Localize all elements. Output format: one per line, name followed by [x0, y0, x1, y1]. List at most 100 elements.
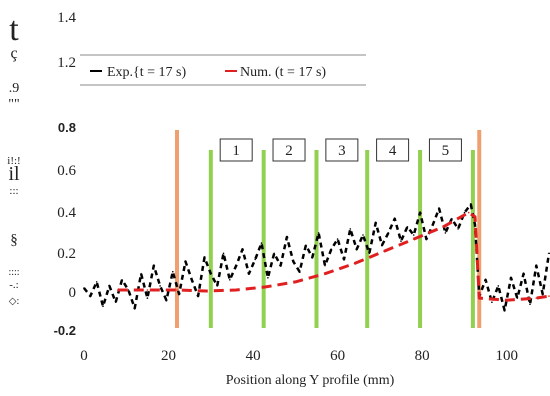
zone-label: 1	[232, 143, 240, 159]
exp-point	[400, 240, 402, 242]
y-label-fragment: i!:!	[7, 155, 20, 167]
exp-point	[432, 224, 434, 226]
zone-labels: 1 2 3 4 5	[219, 138, 462, 162]
num-point	[205, 290, 208, 292]
exp-point	[522, 272, 525, 275]
exp-point	[368, 252, 371, 255]
exp-point	[324, 264, 326, 267]
x-tick-label: 80	[415, 348, 430, 364]
exp-point	[412, 234, 415, 236]
exp-point	[393, 217, 396, 220]
num-point	[383, 250, 385, 253]
exp-point	[419, 211, 421, 214]
exp-point	[317, 232, 320, 234]
y-label-fragment: ◇:	[9, 296, 19, 307]
num-point	[176, 289, 178, 291]
exp-point	[491, 301, 493, 304]
y-tick-label: 0.4	[57, 205, 76, 221]
zone-label: 5	[442, 143, 450, 159]
exp-point	[330, 248, 333, 251]
exp-point	[305, 244, 307, 246]
zone-box	[325, 138, 359, 162]
exp-point	[484, 279, 487, 281]
exp-point	[184, 260, 187, 263]
zone-box	[376, 138, 410, 162]
legend-label-num: Num. (t = 17 s)	[240, 65, 326, 80]
legend-label-exp: Exp.{t = 17 s)	[107, 65, 187, 80]
num-point	[548, 295, 550, 297]
exp-point	[121, 279, 123, 281]
zone-box	[272, 138, 306, 162]
exp-point	[248, 272, 250, 275]
exp-point	[159, 285, 161, 287]
zone-box	[428, 138, 462, 162]
y-tick-label: 0	[69, 285, 77, 301]
num-point	[294, 281, 297, 283]
exp-point	[178, 293, 180, 295]
exp-point	[153, 264, 155, 267]
num-point	[442, 226, 445, 228]
exp-point	[541, 293, 544, 295]
exp-point	[470, 203, 472, 206]
exp-point	[229, 279, 231, 281]
exp-point	[425, 238, 428, 240]
x-tick-label: 60	[330, 348, 345, 364]
exp-point	[222, 252, 225, 255]
y-axis-ticks: 1.4 1.2 0.8 0.6 0.4 0.2 0 -0.2	[54, 10, 77, 338]
y-label-fragment: t	[9, 11, 19, 48]
exp-point	[298, 270, 301, 273]
zone-box	[219, 138, 253, 162]
exp-point	[108, 285, 111, 287]
exp-point	[216, 285, 218, 287]
exp-point	[548, 252, 550, 255]
exp-point	[510, 277, 512, 279]
y-tick-label: 1.2	[57, 55, 76, 71]
series-num-line	[117, 211, 550, 302]
exp-point	[172, 270, 174, 273]
x-axis-ticks: 0 20 40 60 80 100	[80, 348, 518, 364]
exp-point	[406, 226, 409, 228]
exp-point	[362, 234, 364, 236]
zone-label: 3	[338, 143, 346, 159]
exp-point	[260, 242, 263, 244]
exp-point	[235, 264, 237, 267]
exp-point	[254, 258, 256, 261]
y-label-fragment: il	[8, 163, 20, 185]
exp-point	[267, 277, 269, 279]
y-label-fragment: ::::	[8, 267, 19, 278]
exp-point	[197, 295, 199, 297]
exp-point	[203, 256, 206, 259]
exp-point	[89, 295, 92, 297]
exp-point	[349, 228, 352, 230]
exp-point	[474, 224, 476, 226]
exp-point	[102, 305, 104, 308]
y-tick-label: 0.6	[57, 163, 76, 179]
exp-point	[438, 207, 440, 210]
num-point	[353, 262, 356, 265]
exp-point	[444, 232, 447, 234]
exp-point	[343, 258, 345, 261]
exp-point	[286, 236, 288, 238]
exp-point	[311, 256, 314, 259]
exp-point	[503, 309, 506, 312]
num-point	[474, 215, 476, 218]
exp-point	[95, 281, 98, 283]
y-label-fragment: §	[10, 232, 18, 248]
exp-point	[210, 272, 212, 275]
num-point	[535, 297, 538, 299]
y-label-fragment: -.:	[9, 279, 18, 291]
exp-point	[387, 232, 390, 234]
exp-point	[381, 244, 383, 246]
y-axis-label: tç.9""i!:!il:::§::::-.:◇:	[7, 11, 20, 307]
y-label-fragment: ç	[10, 45, 17, 62]
num-point	[412, 238, 415, 240]
exp-point	[241, 248, 244, 251]
exp-point	[273, 252, 276, 255]
zone-label: 2	[285, 143, 293, 159]
y-tick-label: -0.2	[54, 323, 76, 338]
exp-point	[535, 264, 538, 267]
x-tick-label: 0	[80, 348, 88, 364]
exp-point	[140, 272, 142, 275]
exp-point	[127, 289, 130, 291]
num-point	[505, 299, 508, 302]
